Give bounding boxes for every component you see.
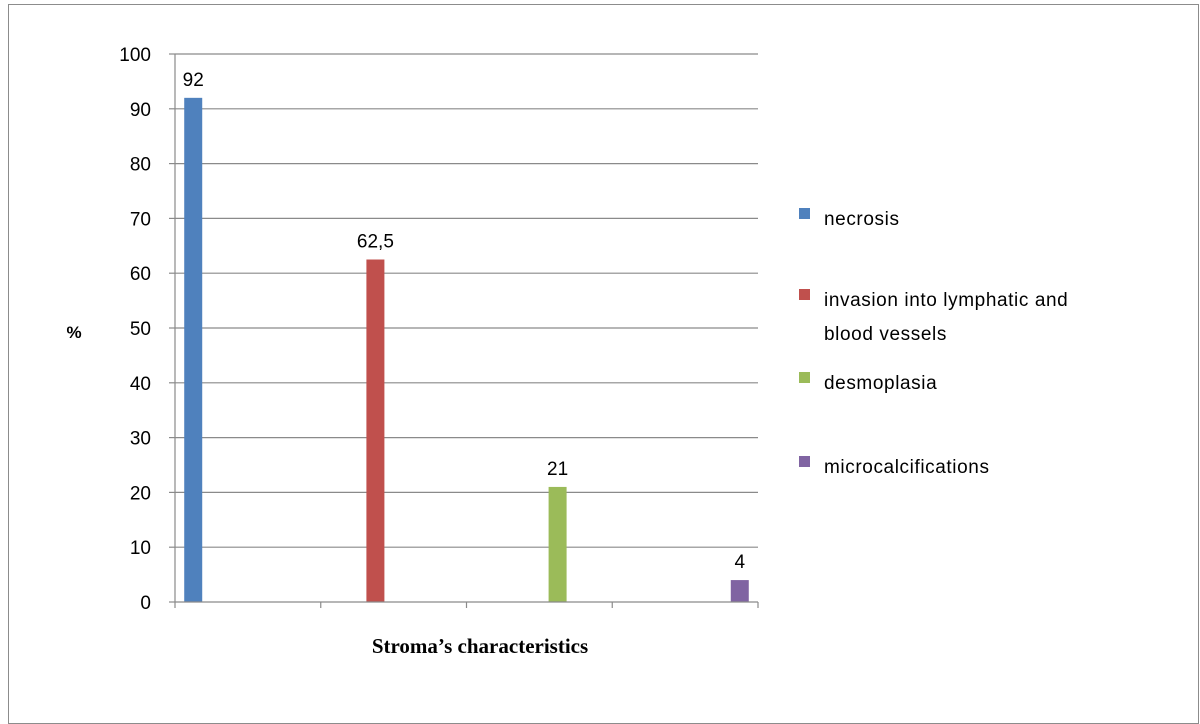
y-tick-label: 10	[130, 538, 151, 559]
y-tick-label: 80	[130, 155, 151, 176]
data-label: 21	[547, 459, 568, 480]
legend-swatch	[799, 289, 810, 300]
bar-necrosis	[184, 97, 203, 602]
y-tick-label: 50	[130, 319, 151, 340]
y-tick-label: 100	[119, 45, 151, 66]
bars	[184, 97, 749, 602]
legend-label: invasion into lymphatic and	[824, 290, 1068, 311]
y-tick-label: 90	[130, 100, 151, 121]
y-tick-label: 30	[130, 429, 151, 450]
legend: necrosis invasion into lymphatic and blood…	[799, 208, 1068, 478]
y-tick-label: 70	[130, 209, 151, 230]
bar-invasion	[366, 259, 385, 602]
x-axis-label: Stroma’s characteristics	[372, 634, 588, 658]
legend-swatch	[799, 372, 810, 383]
y-tick-label: 60	[130, 264, 151, 285]
stroma-bar-chart: 0 10 20 30 40 50 60 70 80 90 100 92 62,5 21 4 % Strom…	[66, 45, 1068, 658]
data-labels: 92 62,5 21 4	[183, 70, 746, 573]
legend-label: desmoplasia	[824, 373, 937, 394]
data-label: 4	[734, 552, 745, 573]
y-tick-label: 0	[140, 593, 151, 614]
legend-label: necrosis	[824, 209, 900, 230]
legend-label: microcalcifications	[824, 457, 990, 478]
y-tick-label: 20	[130, 483, 151, 504]
bar-desmoplasia	[548, 486, 567, 602]
axes	[174, 54, 759, 608]
data-label: 92	[183, 70, 204, 91]
y-tick-label: 40	[130, 374, 151, 395]
gridlines	[175, 53, 758, 548]
legend-swatch	[799, 208, 810, 219]
data-label: 62,5	[357, 232, 394, 253]
legend-swatch	[799, 456, 810, 467]
y-axis-label: %	[66, 323, 81, 342]
bar-microcalcifications	[730, 580, 749, 602]
legend-label: blood vessels	[824, 324, 947, 345]
y-axis-ticks: 0 10 20 30 40 50 60 70 80 90 100	[119, 45, 175, 614]
